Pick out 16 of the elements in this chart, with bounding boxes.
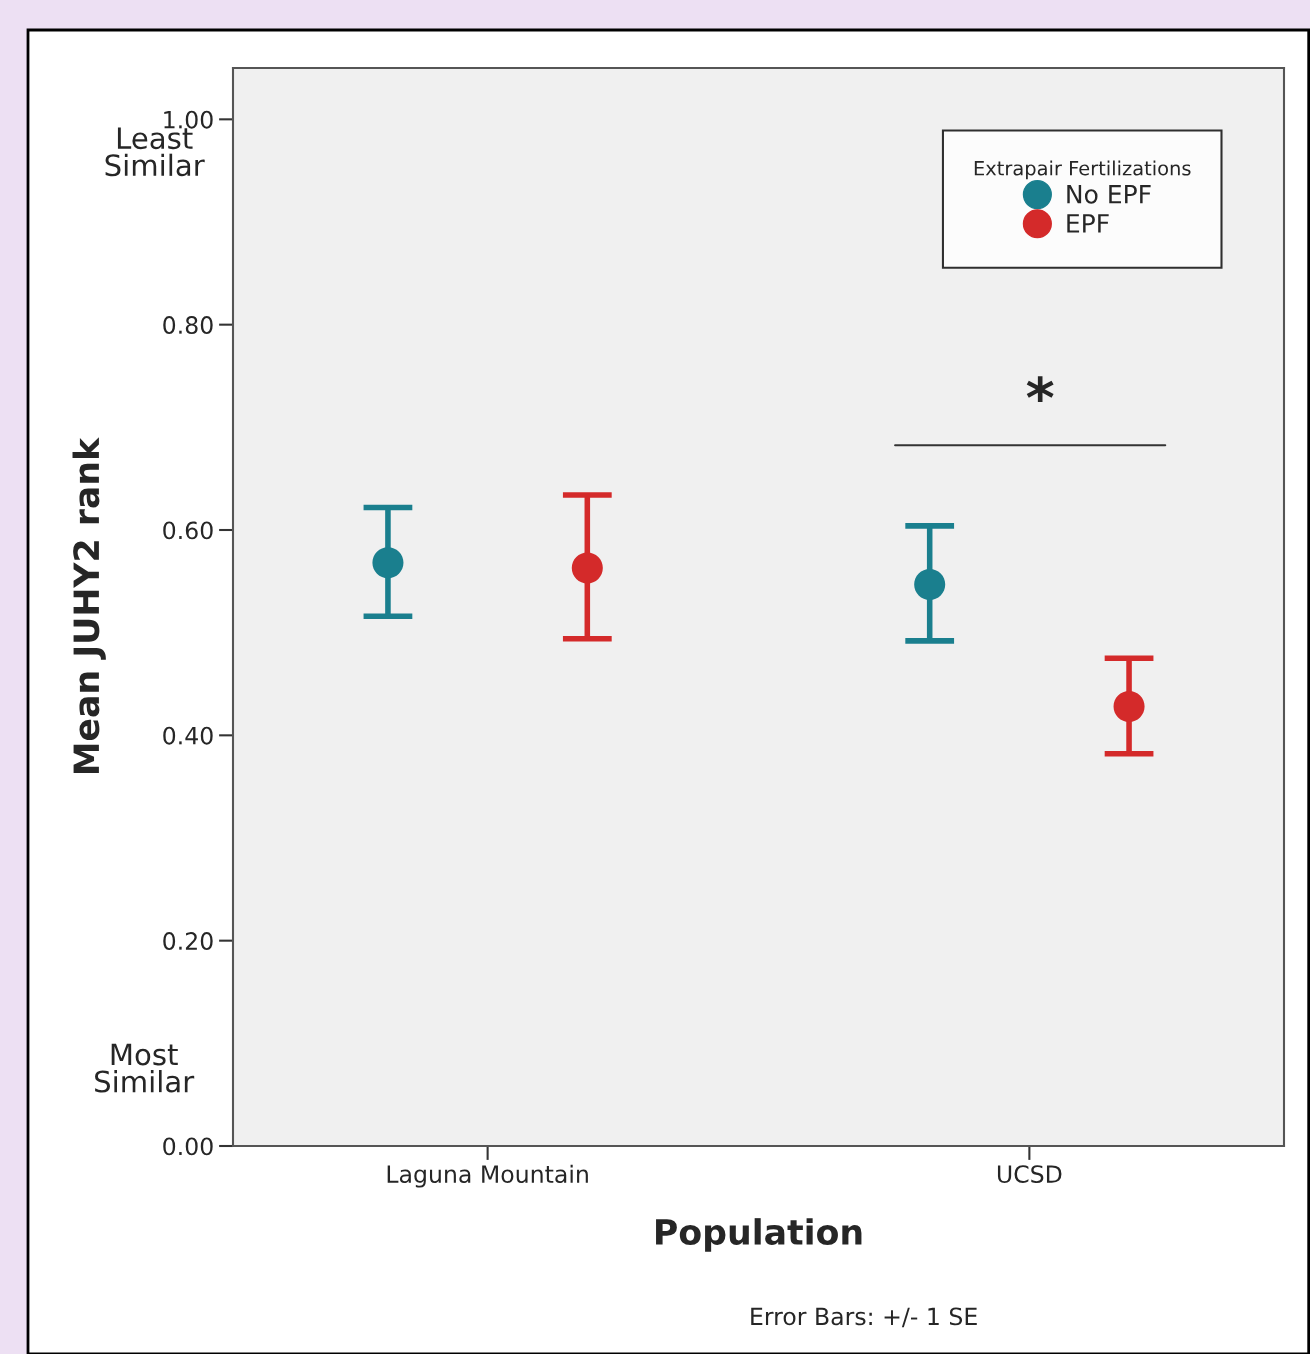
legend-label: EPF [1067,214,1109,233]
legend-title: Extrapair Fertilizations [974,160,1191,180]
y-tick-label: 0.80 [163,316,213,334]
y-tick-label: 0.40 [163,726,213,745]
x-tick-label: UCSD [997,1165,1062,1184]
y-tick-label: 0.00 [163,1137,213,1156]
y-axis-title: Mean JUHY2 rank [72,437,106,773]
text: Most Similar [95,1043,195,1093]
text: Error Bars: +/- 1 SE [751,1307,977,1328]
annotation: * [1026,376,1054,403]
y-tick-label: 0.60 [163,521,213,540]
y-tick-label: 1.00 [164,110,213,129]
x-tick-label: Laguna Mountain [387,1164,588,1188]
x-axis-title: Population [656,1218,862,1252]
legend-label: No EPF [1067,185,1151,204]
y-tick-label: 0.20 [163,932,213,950]
